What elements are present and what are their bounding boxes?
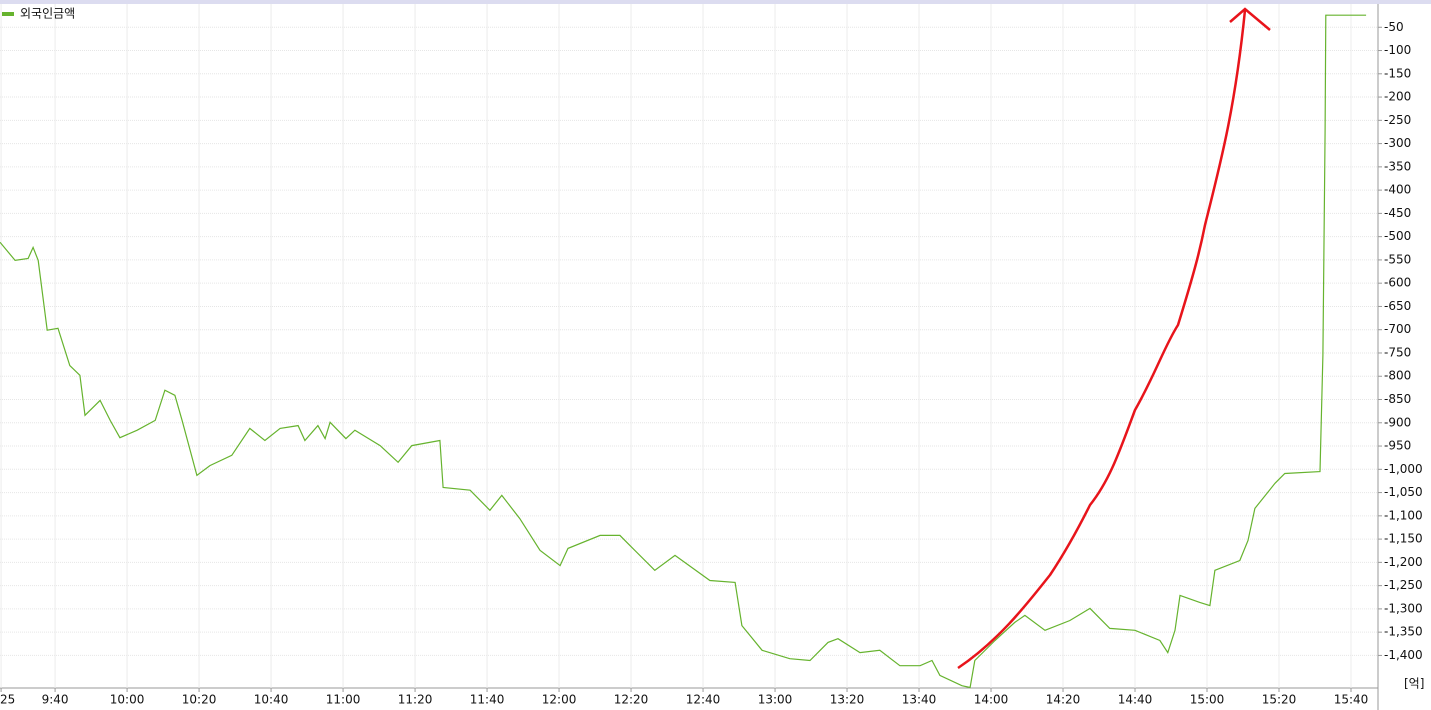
x-tick-label: 15:20	[1262, 693, 1297, 707]
y-tick-label: -950	[1384, 439, 1411, 453]
y-tick-label: -1,000	[1384, 462, 1423, 476]
y-tick-label: -1,100	[1384, 508, 1423, 522]
x-tick-label: 12:20	[614, 693, 649, 707]
y-tick-label: -750	[1384, 345, 1411, 359]
unit-label: [억]	[1404, 677, 1424, 691]
marks	[0, 14, 1367, 689]
x-tick-label: 25	[0, 693, 15, 707]
y-tick-label: -650	[1384, 299, 1411, 313]
legend-label: 외국인금액	[20, 7, 75, 21]
y-tick-label: -200	[1384, 90, 1411, 104]
y-tick-label: -250	[1384, 113, 1411, 127]
top-strip	[0, 0, 1431, 4]
x-tick-label: 15:40	[1334, 693, 1369, 707]
x-tick-label: 11:40	[470, 693, 505, 707]
y-tick-label: -1,200	[1384, 555, 1423, 569]
y-tick-label: -1,050	[1384, 485, 1423, 499]
y-tick-label: -1,300	[1384, 601, 1423, 615]
x-tick-label: 14:20	[1046, 693, 1081, 707]
y-tick-label: -850	[1384, 392, 1411, 406]
x-tick-label: 14:00	[974, 693, 1009, 707]
legend-swatch	[2, 12, 14, 16]
x-tick-label: 13:20	[830, 693, 865, 707]
y-tick-label: -500	[1384, 229, 1411, 243]
y-tick-label: -300	[1384, 136, 1411, 150]
y-tick-label: -1,350	[1384, 625, 1423, 639]
annotation-curve	[957, 9, 1247, 670]
x-tick-label: 10:40	[254, 693, 289, 707]
y-tick-label: -1,150	[1384, 532, 1423, 546]
x-tick-label: 13:40	[902, 693, 937, 707]
y-tick-label: -800	[1384, 369, 1411, 383]
x-tick-label: 11:00	[326, 693, 361, 707]
x-tick-label: 12:40	[686, 693, 721, 707]
x-tick-label: 13:00	[758, 693, 793, 707]
y-tick-label: -450	[1384, 206, 1411, 220]
y-tick-label: -550	[1384, 252, 1411, 266]
x-tick-label: 14:40	[1118, 693, 1153, 707]
y-tick-label: -900	[1384, 415, 1411, 429]
grid	[0, 4, 1382, 692]
data-line	[0, 14, 1367, 689]
y-tick-label: -700	[1384, 322, 1411, 336]
y-tick-label: -1,250	[1384, 578, 1423, 592]
x-tick-label: 10:20	[182, 693, 217, 707]
y-tick-label: -1,400	[1384, 648, 1423, 662]
y-tick-label: -150	[1384, 66, 1411, 80]
y-tick-label: -50	[1384, 20, 1404, 34]
x-tick-label: 12:00	[542, 693, 577, 707]
y-tick-label: -400	[1384, 183, 1411, 197]
x-tick-label: 15:00	[1190, 693, 1225, 707]
y-tick-label: -100	[1384, 43, 1411, 57]
x-tick-label: 11:20	[398, 693, 433, 707]
y-tick-label: -600	[1384, 276, 1411, 290]
x-tick-label: 10:00	[110, 693, 145, 707]
annotation-arrowhead	[1229, 7, 1271, 31]
x-tick-label: 9:40	[42, 693, 69, 707]
y-tick-label: -350	[1384, 159, 1411, 173]
